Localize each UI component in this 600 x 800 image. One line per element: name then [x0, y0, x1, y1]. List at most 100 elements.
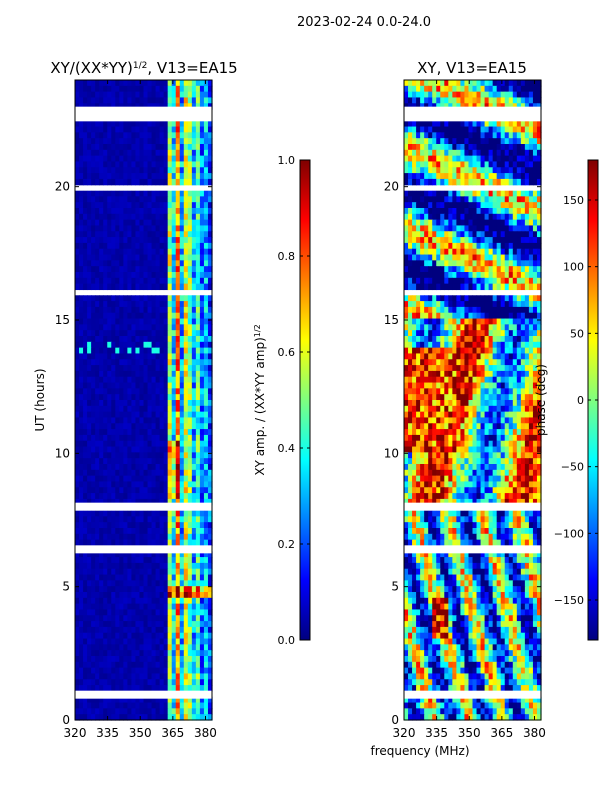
heatmap-cell: [143, 685, 149, 692]
heatmap-cell: [191, 144, 197, 151]
heatmap-cell: [119, 237, 124, 244]
heatmap-cell: [428, 260, 433, 267]
heatmap-cell: [496, 254, 502, 261]
heatmap-cell: [131, 580, 137, 587]
heatmap-cell: [171, 103, 177, 110]
heatmap-cell: [428, 155, 433, 163]
heatmap-cell: [139, 394, 145, 401]
y-tick-label: 5: [62, 580, 70, 594]
heatmap-cell: [508, 178, 514, 186]
heatmap-cell: [99, 208, 104, 215]
heatmap-cell: [420, 283, 425, 291]
heatmap-cell: [179, 312, 185, 320]
heatmap-cell: [95, 615, 100, 622]
heatmap-cell: [75, 347, 80, 355]
heatmap-cell: [99, 481, 104, 488]
heatmap-cell: [175, 464, 181, 471]
heatmap-cell: [127, 341, 133, 349]
heatmap-cell: [91, 638, 96, 645]
heatmap-cell: [87, 632, 92, 640]
heatmap-cell: [83, 80, 88, 87]
heatmap-cell: [103, 167, 108, 174]
heatmap-cell: [135, 283, 141, 291]
heatmap-cell: [492, 202, 498, 209]
heatmap-cell: [476, 167, 482, 174]
heatmap-cell: [143, 353, 149, 360]
heatmap-cell: [143, 650, 149, 657]
heatmap-cell: [167, 144, 173, 151]
heatmap-cell: [167, 213, 173, 221]
heatmap-cell: [155, 394, 161, 401]
heatmap-cell: [476, 155, 482, 163]
heatmap-cell: [440, 132, 445, 139]
heatmap-cell: [147, 644, 153, 651]
heatmap-cell: [171, 487, 177, 494]
heatmap-cell: [500, 324, 506, 331]
heatmap-cell: [500, 277, 506, 285]
heatmap-cell: [159, 196, 165, 203]
heatmap-cell: [488, 260, 494, 267]
heatmap-cell: [203, 644, 209, 651]
heatmap-cell: [187, 318, 193, 325]
heatmap-cell: [119, 248, 124, 256]
heatmap-cell: [191, 417, 197, 424]
heatmap-cell: [440, 225, 445, 232]
heatmap-cell: [412, 336, 417, 343]
heatmap-cell: [159, 359, 165, 366]
heatmap-cell: [440, 190, 445, 197]
heatmap-cell: [195, 120, 201, 128]
heatmap-cell: [103, 464, 108, 471]
heatmap-cell: [155, 498, 161, 506]
heatmap-cell: [460, 173, 466, 180]
heatmap-cell: [432, 80, 437, 87]
heatmap-cell: [107, 341, 112, 349]
heatmap-cell: [500, 202, 506, 209]
heatmap-cell: [480, 178, 486, 186]
heatmap-cell: [163, 568, 169, 576]
heatmap-cell: [151, 638, 157, 645]
heatmap-cell: [147, 173, 153, 180]
heatmap-cell: [183, 202, 189, 209]
heatmap-cell: [159, 388, 165, 395]
heatmap-cell: [448, 336, 453, 343]
heatmap-cell: [155, 714, 161, 721]
heatmap-cell: [207, 551, 213, 558]
heatmap-cell: [440, 161, 445, 168]
heatmap-cell: [127, 586, 133, 593]
heatmap-cell: [123, 423, 128, 430]
heatmap-cell: [203, 429, 209, 436]
heatmap-cell: [187, 405, 193, 413]
heatmap-cell: [187, 167, 193, 174]
heatmap-cell: [195, 411, 201, 419]
heatmap-cell: [119, 656, 124, 663]
heatmap-cell: [135, 231, 141, 238]
heatmap-cell: [135, 557, 141, 564]
heatmap-cell: [167, 388, 173, 395]
heatmap-cell: [428, 242, 433, 250]
heatmap-cell: [520, 196, 526, 203]
heatmap-cell: [147, 219, 153, 227]
heatmap-cell: [99, 382, 104, 389]
heatmap-cell: [171, 679, 177, 686]
heatmap-cell: [167, 283, 173, 291]
heatmap-cell: [191, 120, 197, 128]
heatmap-cell: [472, 272, 478, 279]
heatmap-cell: [159, 231, 165, 238]
heatmap-cell: [127, 696, 133, 704]
heatmap-cell: [524, 161, 530, 168]
heatmap-cell: [167, 91, 173, 99]
heatmap-cell: [103, 388, 108, 395]
heatmap-cell: [195, 650, 201, 657]
heatmap-cell: [536, 336, 542, 343]
heatmap-cell: [424, 277, 429, 285]
heatmap-cell: [203, 673, 209, 680]
heatmap-cell: [508, 149, 514, 157]
amplitude-colorbar-gradient: [299, 159, 311, 641]
heatmap-cell: [195, 696, 201, 704]
heatmap-cell: [440, 80, 445, 87]
heatmap-cell: [155, 446, 161, 453]
heatmap-cell: [155, 353, 161, 360]
heatmap-cell: [436, 202, 441, 209]
heatmap-cell: [159, 417, 165, 424]
heatmap-cell: [79, 702, 84, 709]
